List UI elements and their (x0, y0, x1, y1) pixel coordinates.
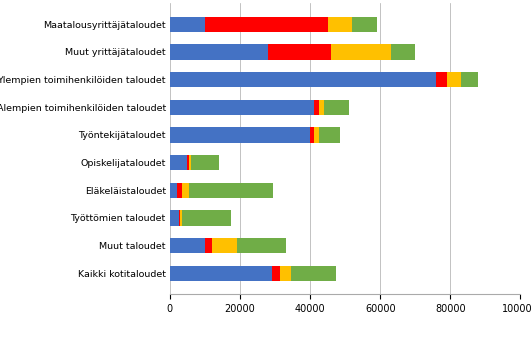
Bar (189, 183, 273, 198)
Bar (271, 266, 280, 281)
Bar (352, 17, 376, 32)
Bar (331, 44, 391, 60)
Bar (319, 127, 340, 143)
Bar (170, 266, 271, 281)
Bar (291, 266, 337, 281)
Bar (178, 210, 181, 226)
Bar (319, 100, 324, 115)
Bar (181, 210, 182, 226)
Bar (191, 155, 219, 170)
Bar (236, 238, 286, 253)
Bar (314, 127, 319, 143)
Bar (436, 72, 447, 87)
Bar (170, 183, 177, 198)
Bar (170, 100, 314, 115)
Bar (189, 155, 191, 170)
Bar (391, 44, 415, 60)
Bar (310, 127, 314, 143)
Bar (324, 100, 349, 115)
Bar (170, 44, 268, 60)
Bar (182, 183, 189, 198)
Bar (170, 17, 205, 32)
Bar (187, 155, 189, 170)
Bar (314, 100, 319, 115)
Bar (205, 17, 328, 32)
Bar (182, 210, 232, 226)
Bar (461, 72, 478, 87)
Bar (170, 155, 187, 170)
Bar (177, 183, 182, 198)
Bar (205, 238, 212, 253)
Bar (328, 17, 352, 32)
Bar (268, 44, 331, 60)
Bar (170, 210, 178, 226)
Bar (170, 72, 436, 87)
Bar (447, 72, 461, 87)
Bar (212, 238, 236, 253)
Bar (280, 266, 291, 281)
Bar (170, 127, 310, 143)
Bar (170, 238, 205, 253)
